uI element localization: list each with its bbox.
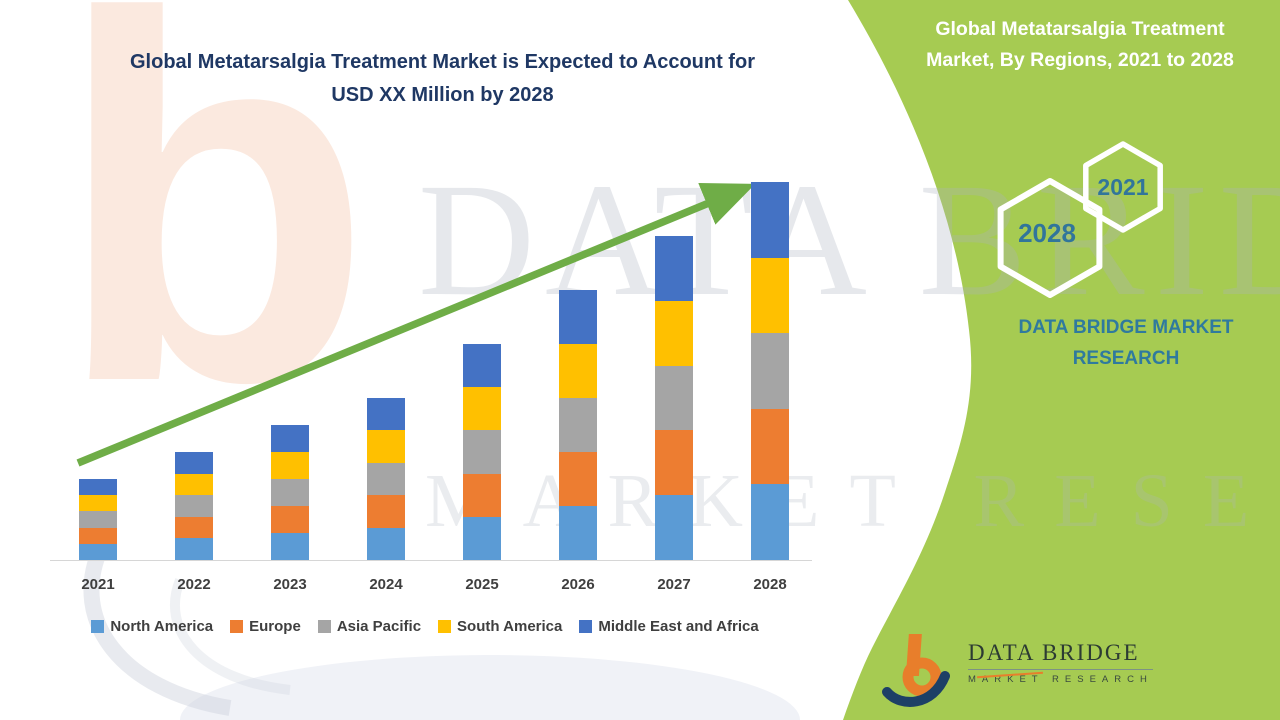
x-axis-label: 2026 [561, 576, 595, 593]
bar-segment-north-america [271, 533, 309, 560]
chart-title-line1: Global Metatarsalgia Treatment Market is… [130, 51, 755, 73]
x-axis-label: 2024 [369, 576, 403, 593]
x-axis-label: 2027 [657, 576, 691, 593]
bar-segment-north-america [175, 538, 213, 560]
bar-segment-asia-pacific [559, 398, 597, 452]
bar-segment-europe [751, 408, 789, 485]
legend-label: Asia Pacific [336, 618, 422, 635]
bar-segment-asia-pacific [751, 333, 789, 409]
bar-segment-north-america [559, 506, 597, 560]
bar-segment-south-america [751, 257, 789, 334]
x-axis-label: 2021 [81, 576, 115, 593]
x-axis-label: 2025 [465, 576, 499, 593]
bar-segment-middle-east-and-africa [175, 452, 213, 474]
legend-label: North America [110, 618, 214, 635]
bar-segment-middle-east-and-africa [559, 290, 597, 344]
stacked-bar-2028 [751, 182, 789, 560]
stacked-bar-2022 [175, 452, 213, 560]
legend-label: Middle East and Africa [598, 618, 759, 635]
legend-label: South America [457, 618, 563, 635]
bar-segment-south-america [271, 452, 309, 479]
chart-title: Global Metatarsalgia Treatment Market is… [70, 46, 815, 112]
bar-segment-south-america [79, 495, 117, 512]
bar-segment-north-america [655, 495, 693, 560]
legend-item: Middle East and Africa [579, 618, 759, 635]
bar-segment-asia-pacific [271, 479, 309, 506]
legend-swatch-icon [579, 620, 593, 633]
chart-title-line2: USD XX Million by 2028 [331, 84, 554, 106]
legend-item: North America [91, 618, 213, 635]
bar-segment-europe [559, 452, 597, 506]
bar-segment-south-america [175, 473, 213, 496]
legend-swatch-icon [438, 620, 452, 633]
legend-item: Asia Pacific [317, 618, 422, 635]
stacked-bar-2023 [271, 425, 309, 560]
bar-segment-middle-east-and-africa [367, 398, 405, 431]
bar-segment-europe [175, 516, 213, 539]
bar-segment-middle-east-and-africa [271, 425, 309, 452]
bar-segment-south-america [463, 387, 501, 431]
bar-segment-south-america [367, 430, 405, 463]
bar-segment-south-america [559, 344, 597, 398]
bar-segment-europe [271, 506, 309, 533]
bar-segment-asia-pacific [175, 495, 213, 517]
x-axis-label: 2023 [273, 576, 307, 593]
bar-segment-middle-east-and-africa [655, 236, 693, 301]
stacked-bar-2025 [463, 344, 501, 560]
brand-text: DATA BRIDGE MARKET RESEARCH [1018, 317, 1234, 369]
stacked-bar-2026 [559, 290, 597, 560]
bar-segment-north-america [751, 484, 789, 560]
legend-item: South America [438, 618, 562, 635]
stacked-bar-2024 [367, 398, 405, 560]
logo-wordmark: DATA BRIDGE [968, 640, 1153, 670]
dbmr-logo: DATA BRIDGE MARKET RESEARCH [882, 628, 1212, 714]
bar-segment-north-america [463, 516, 501, 560]
bar-segment-europe [79, 527, 117, 544]
bar-segment-asia-pacific [79, 511, 117, 528]
bar-segment-north-america [367, 527, 405, 560]
stacked-bar-2021 [79, 479, 117, 560]
bar-segment-middle-east-and-africa [79, 479, 117, 496]
x-axis-line [50, 560, 812, 561]
bar-segment-europe [655, 430, 693, 496]
bar-segment-europe [367, 495, 405, 528]
side-panel-title: Global Metatarsalgia Treatment Market, B… [926, 18, 1234, 71]
logo-tagline: MARKET RESEARCH [968, 674, 1153, 685]
bar-segment-asia-pacific [367, 462, 405, 496]
bar-segment-asia-pacific [655, 365, 693, 431]
watermark-swoosh [83, 546, 291, 716]
chart-legend: North America Europe Asia Pacific South Ame… [30, 618, 820, 635]
x-axis-label: 2022 [177, 576, 211, 593]
stacked-bar-2027 [655, 236, 693, 560]
bar-segment-middle-east-and-africa [463, 344, 501, 388]
bar-segment-middle-east-and-africa [751, 182, 789, 258]
legend-swatch-icon [317, 620, 331, 633]
plot-area: 2021 2022 2023 2024 2025 2026 2027 2028 [79, 182, 789, 593]
bar-segment-north-america [79, 543, 117, 560]
legend-label: Europe [249, 618, 301, 635]
legend-swatch-icon [230, 620, 244, 633]
legend-item: Europe [230, 618, 301, 635]
watermark-b-logo-glyph: b [55, 0, 373, 490]
legend-swatch-icon [91, 620, 105, 633]
bar-segment-europe [463, 473, 501, 517]
x-axis-label: 2028 [753, 576, 787, 593]
bar-segment-south-america [655, 300, 693, 366]
bar-segment-asia-pacific [463, 430, 501, 474]
trend-arrow [76, 183, 756, 467]
